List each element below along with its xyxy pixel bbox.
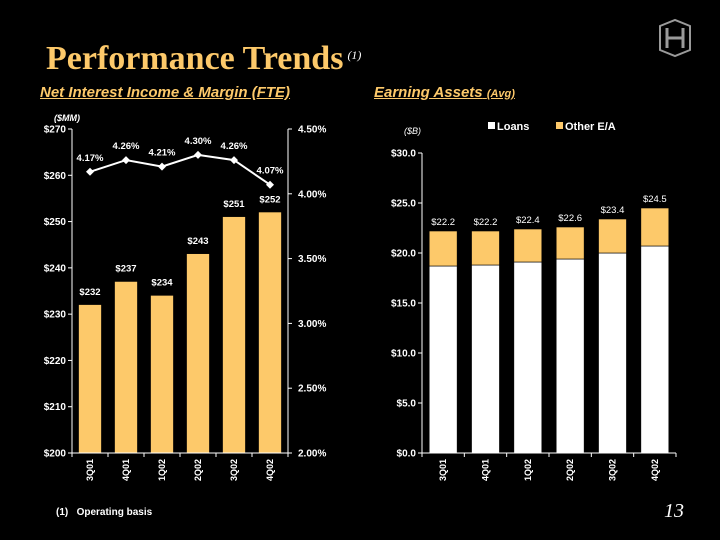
margin-point [230, 156, 238, 165]
left-chart-subtitle: Net Interest Income & Margin (FTE) [40, 84, 291, 101]
footnote: (1) Operating basis [56, 507, 152, 518]
bank-logo-icon [659, 18, 691, 58]
right-y-tick-label: $15.0 [391, 299, 416, 310]
assets-total-label: $24.5 [643, 194, 667, 205]
left-y2-tick-label: 4.50% [298, 125, 326, 136]
assets-total-label: $23.4 [601, 205, 625, 216]
assets-total-label: $22.2 [474, 217, 498, 228]
footnote-text: Operating basis [76, 507, 153, 518]
assets-bar-loans-3Q01 [428, 265, 458, 454]
assets-bar-other-2Q02 [555, 226, 585, 260]
assets-total-label: $22.2 [431, 217, 455, 228]
right-x-tick-label: 3Q02 [608, 459, 618, 481]
right-chart-subtitle: Earning Assets (Avg) [374, 84, 515, 101]
nii-bar-4Q01 [114, 281, 138, 453]
left-x-tick-label: 1Q02 [157, 459, 167, 481]
right-x-tick-label: 2Q02 [565, 459, 575, 481]
left-y-tick-label: $210 [44, 402, 67, 413]
assets-total-label: $22.6 [558, 213, 582, 224]
left-y-tick-label: $230 [44, 310, 67, 321]
nii-bar-3Q01 [78, 304, 102, 453]
right-chart-subtitle-note: (Avg) [486, 88, 515, 100]
nii-bar-1Q02 [150, 295, 174, 453]
nii-bar-2Q02 [186, 253, 210, 453]
margin-point [194, 150, 202, 159]
left-y2-tick-label: 2.00% [298, 449, 326, 460]
margin-line [89, 153, 271, 186]
left-y2-tick-label: 3.00% [298, 319, 326, 330]
right-x-tick-label: 3Q01 [438, 459, 448, 481]
left-y-tick-label: $270 [44, 125, 67, 136]
right-y-tick-label: $30.0 [391, 149, 416, 160]
right-x-tick-label: 1Q02 [523, 459, 533, 481]
assets-bar-loans-3Q02 [598, 252, 627, 454]
left-y-tick-label: $240 [44, 263, 67, 274]
assets-bar-loans-4Q01 [471, 264, 500, 454]
legend-swatch-0 [488, 122, 495, 129]
assets-bar-other-3Q02 [598, 218, 627, 254]
page-title: Performance Trends (1) [46, 40, 361, 78]
right-x-tick-label: 4Q01 [481, 459, 491, 481]
left-y2-tick-label: 2.50% [298, 384, 326, 395]
left-x-tick-label: 4Q01 [121, 459, 131, 481]
assets-bar-loans-1Q02 [513, 261, 543, 454]
right-y-tick-label: $25.0 [391, 199, 416, 210]
left-y-tick-label: $200 [44, 449, 67, 460]
margin-point [122, 156, 130, 165]
legend-label-1: Other E/A [565, 121, 616, 133]
nii-bar-4Q02 [258, 212, 282, 453]
margin-point [158, 162, 166, 171]
left-x-tick-label: 4Q02 [265, 459, 275, 481]
margin-data-label: 4.21% [149, 148, 176, 159]
margin-point [266, 180, 274, 189]
right-unit-label: ($B) [404, 126, 421, 136]
left-y2-tick-label: 3.50% [298, 254, 326, 265]
margin-data-label: 4.07% [257, 166, 284, 177]
nii-data-label: $243 [187, 236, 208, 247]
left-x-tick-label: 2Q02 [193, 459, 203, 481]
right-y-tick-label: $10.0 [391, 349, 416, 360]
margin-data-label: 4.26% [221, 141, 248, 152]
margin-data-label: 4.30% [185, 136, 212, 147]
left-y2-tick-label: 4.00% [298, 189, 326, 200]
left-x-tick-label: 3Q02 [229, 459, 239, 481]
margin-point [86, 167, 94, 176]
left-y-tick-label: $260 [44, 171, 67, 182]
nii-bar-3Q02 [222, 216, 246, 453]
right-y-tick-label: $20.0 [391, 249, 416, 260]
margin-data-label: 4.26% [113, 141, 140, 152]
legend-label-0: Loans [497, 121, 529, 133]
page-title-text: Performance Trends [46, 40, 344, 77]
right-x-tick-label: 4Q02 [650, 459, 660, 481]
right-chart-subtitle-text: Earning Assets [374, 84, 483, 101]
title-footnote-marker: (1) [347, 48, 362, 62]
legend-swatch-1 [556, 122, 563, 129]
footnote-marker: (1) [56, 507, 69, 518]
right-y-tick-label: $5.0 [397, 399, 417, 410]
earning-assets-chart: ($B) Loans Other E/A $22.2 3Q01 $22.2 4Q01 $22.… [391, 121, 677, 481]
assets-bar-other-4Q01 [471, 230, 500, 266]
nii-data-label: $251 [223, 199, 245, 210]
margin-data-label: 4.17% [77, 153, 104, 164]
assets-bar-other-3Q01 [428, 230, 458, 267]
page-number: 13 [664, 500, 684, 522]
left-unit-label: ($MM) [54, 113, 80, 123]
assets-bar-loans-2Q02 [555, 258, 585, 454]
left-x-tick-label: 3Q01 [85, 459, 95, 481]
nii-data-label: $234 [151, 278, 173, 289]
net-interest-income-chart: ($MM) $232 3Q01 $237 4Q01 $234 1Q02 $243 2Q02 $25… [44, 113, 327, 481]
nii-data-label: $232 [79, 287, 100, 298]
left-y-tick-label: $250 [44, 217, 67, 228]
assets-total-label: $22.4 [516, 215, 540, 226]
assets-bar-loans-4Q02 [640, 245, 670, 454]
assets-bar-other-4Q02 [640, 207, 670, 247]
left-y-tick-label: $220 [44, 356, 67, 367]
right-y-tick-label: $0.0 [397, 449, 417, 460]
assets-bar-other-1Q02 [513, 228, 543, 263]
nii-data-label: $237 [115, 264, 136, 275]
nii-data-label: $252 [259, 194, 280, 205]
